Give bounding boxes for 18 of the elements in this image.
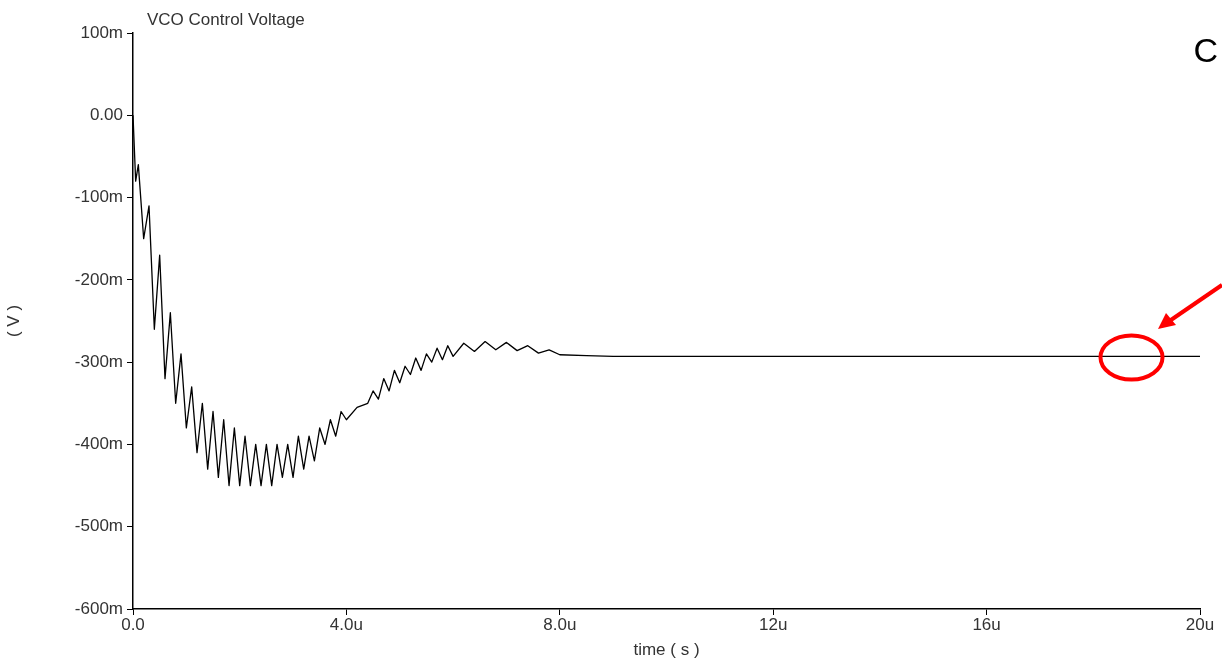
annotation: C [1193, 31, 1218, 69]
x-tick-label: 16u [972, 614, 1001, 634]
y-axis-title: ( V ) [3, 304, 23, 338]
x-tick-label: 12u [759, 614, 788, 634]
x-axis-title: time ( s ) [633, 640, 700, 660]
chart-title: VCO Control Voltage [147, 10, 305, 29]
x-tick-label: 4.0u [329, 614, 363, 634]
y-tick-label: -100m [74, 187, 123, 207]
x-tick-label: 20u [1185, 614, 1215, 634]
y-tick-label: -600m [74, 598, 123, 618]
x-tick-label: 8.0u [543, 614, 577, 634]
y-tick-label: -200m [74, 269, 123, 289]
y-tick-label: -500m [74, 516, 123, 536]
x-tick-label: 0.0 [121, 614, 145, 634]
y-tick-label: 0.00 [89, 104, 123, 124]
y-tick-label: 100m [80, 22, 123, 42]
y-tick-label: -400m [74, 434, 123, 454]
y-tick-label: -300m [74, 351, 123, 371]
